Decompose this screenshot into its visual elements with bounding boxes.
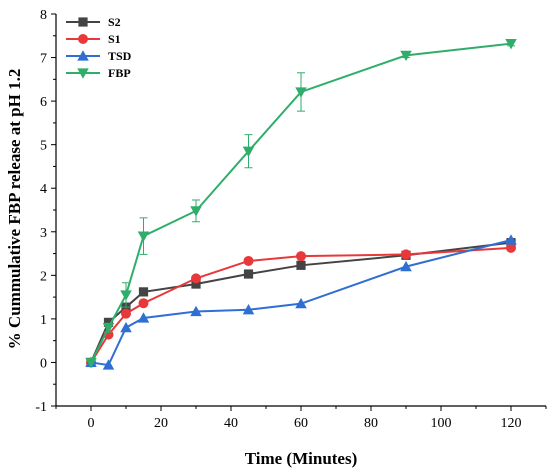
- y-tick-label: 6: [40, 95, 47, 110]
- legend-item-tsd: TSD: [66, 49, 132, 63]
- y-tick-label: 8: [40, 8, 47, 23]
- x-tick-label: 40: [224, 416, 238, 431]
- data-point: [121, 308, 131, 319]
- x-axis-ticks: 0 20 40 60 80 100 120: [55, 406, 547, 431]
- y-tick-label: 2: [40, 269, 47, 284]
- x-tick-label: 0: [88, 416, 95, 431]
- x-tick-label: 60: [294, 416, 308, 431]
- data-point: [242, 146, 255, 157]
- data-point: [102, 359, 115, 370]
- legend: S2 S1 TSD FBP: [66, 15, 132, 80]
- legend-label: S2: [108, 15, 121, 29]
- data-point: [137, 231, 150, 242]
- data-point: [243, 255, 254, 266]
- data-point: [505, 234, 517, 245]
- data-point: [295, 297, 307, 309]
- data-point: [506, 242, 516, 253]
- y-axis-ticks: -1 0 1 2 3 4 5 6 7 8: [35, 8, 56, 415]
- data-point: [295, 87, 307, 98]
- legend-item-s2: S2: [66, 15, 121, 29]
- data-point: [138, 298, 149, 309]
- y-tick-label: 7: [40, 52, 47, 67]
- series-tsd: [85, 234, 517, 370]
- x-tick-label: 80: [364, 416, 378, 431]
- y-tick-label: -1: [35, 400, 47, 415]
- data-point: [190, 305, 202, 317]
- y-axis-title: % Cummulative FBP release at pH 1.2: [5, 69, 24, 350]
- x-tick-label: 20: [154, 416, 168, 431]
- x-tick-label: 100: [431, 416, 452, 431]
- legend-marker: [78, 17, 88, 27]
- y-tick-label: 1: [40, 313, 47, 328]
- data-point: [120, 321, 132, 333]
- data-point: [400, 50, 412, 62]
- x-tick-label: 120: [501, 416, 522, 431]
- legend-marker: [78, 34, 88, 44]
- data-point: [243, 269, 254, 279]
- data-point: [505, 39, 517, 50]
- legend-label: FBP: [108, 66, 131, 80]
- data-point: [296, 251, 306, 262]
- y-tick-label: 3: [40, 226, 47, 241]
- data-point: [102, 323, 115, 334]
- legend-label: TSD: [108, 49, 132, 63]
- series-fbp: [85, 39, 517, 369]
- data-point: [191, 273, 201, 284]
- data-point: [103, 317, 114, 327]
- data-point: [296, 260, 306, 270]
- data-point: [190, 206, 202, 217]
- legend-item-s1: S1: [66, 32, 121, 46]
- data-point: [138, 287, 149, 297]
- data-point: [85, 357, 97, 369]
- data-point: [137, 312, 150, 323]
- series-layer: [85, 39, 517, 370]
- legend-item-fbp: FBP: [66, 66, 131, 80]
- legend-label: S1: [108, 32, 121, 46]
- legend-marker: [77, 50, 89, 61]
- y-tick-label: 4: [40, 182, 47, 197]
- y-tick-label: 0: [40, 356, 47, 371]
- data-point: [401, 249, 411, 260]
- y-tick-label: 5: [40, 139, 47, 154]
- legend-marker: [77, 68, 89, 79]
- x-axis-title: Time (Minutes): [245, 449, 358, 468]
- data-point: [120, 290, 132, 301]
- data-point: [400, 260, 412, 272]
- data-point: [242, 303, 255, 315]
- data-point: [191, 279, 201, 289]
